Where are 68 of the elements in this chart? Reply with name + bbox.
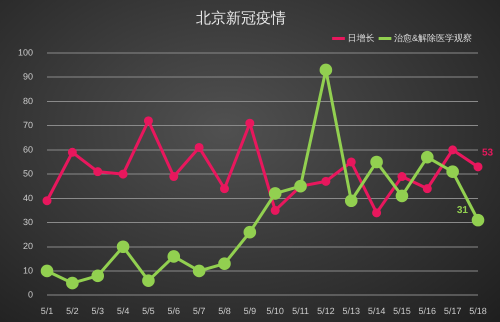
- y-tick-label: 70: [23, 120, 34, 130]
- x-tick-label: 5/12: [317, 306, 335, 316]
- point: [169, 172, 178, 182]
- y-tick-label: 30: [23, 217, 34, 228]
- y-tick-label: 20: [23, 241, 34, 252]
- legend-label: 日增长: [347, 32, 374, 43]
- point: [167, 250, 180, 263]
- y-tick-label: 10: [23, 265, 34, 276]
- x-tick-label: 5/18: [469, 306, 487, 316]
- point: [245, 118, 254, 128]
- point: [144, 116, 153, 126]
- x-tick-label: 5/6: [168, 306, 180, 316]
- point: [220, 184, 229, 194]
- point: [142, 274, 155, 287]
- x-tick-label: 5/2: [66, 306, 79, 316]
- point: [244, 226, 256, 239]
- x-tick-label: 5/9: [244, 306, 256, 316]
- x-tick-label: 5/17: [444, 306, 462, 316]
- point: [218, 257, 231, 270]
- x-tick-label: 5/7: [192, 306, 206, 316]
- point: [372, 208, 382, 218]
- x-tick-label: 5/3: [91, 306, 104, 316]
- point: [321, 176, 330, 186]
- point: [118, 170, 128, 179]
- x-tick-label: 5/11: [292, 306, 309, 316]
- point: [93, 167, 102, 176]
- point: [448, 145, 458, 154]
- x-tick-label: 5/5: [142, 306, 155, 316]
- y-tick-label: 100: [18, 47, 34, 58]
- x-tick-label: 5/10: [266, 306, 284, 316]
- point: [42, 196, 52, 206]
- y-tick-label: 90: [23, 72, 34, 82]
- point: [446, 165, 459, 178]
- x-tick-label: 5/14: [368, 306, 386, 316]
- point: [346, 157, 356, 166]
- point: [68, 148, 77, 157]
- point: [192, 264, 206, 278]
- point: [116, 240, 130, 254]
- y-tick-label: 40: [23, 192, 34, 203]
- point: [370, 156, 383, 168]
- point: [420, 150, 434, 164]
- x-tick-label: 5/8: [218, 306, 231, 316]
- y-tick-label: 0: [28, 290, 34, 300]
- point: [194, 142, 204, 152]
- point: [270, 206, 280, 215]
- point: [268, 187, 282, 200]
- x-tick-label: 5/13: [342, 306, 360, 316]
- point: [66, 276, 79, 290]
- y-tick-label: 60: [23, 144, 34, 154]
- data-label: 31: [456, 204, 468, 216]
- point: [344, 194, 358, 208]
- data-label: 53: [482, 148, 494, 159]
- y-tick-label: 50: [23, 168, 34, 179]
- point: [91, 270, 104, 282]
- point: [397, 172, 406, 182]
- point: [474, 162, 482, 172]
- x-tick-label: 5/4: [116, 306, 130, 316]
- x-tick-label: 5/15: [393, 306, 411, 316]
- chart-title: 北京新冠疫情: [196, 10, 286, 28]
- point: [472, 214, 484, 226]
- point: [396, 190, 408, 202]
- point: [40, 264, 54, 278]
- legend-label: 治愈&解除医学观察: [394, 32, 472, 43]
- x-tick-label: 5/1: [40, 306, 54, 316]
- point: [320, 64, 332, 76]
- x-tick-label: 5/16: [418, 306, 436, 316]
- y-tick-label: 80: [23, 96, 34, 106]
- point: [422, 184, 432, 194]
